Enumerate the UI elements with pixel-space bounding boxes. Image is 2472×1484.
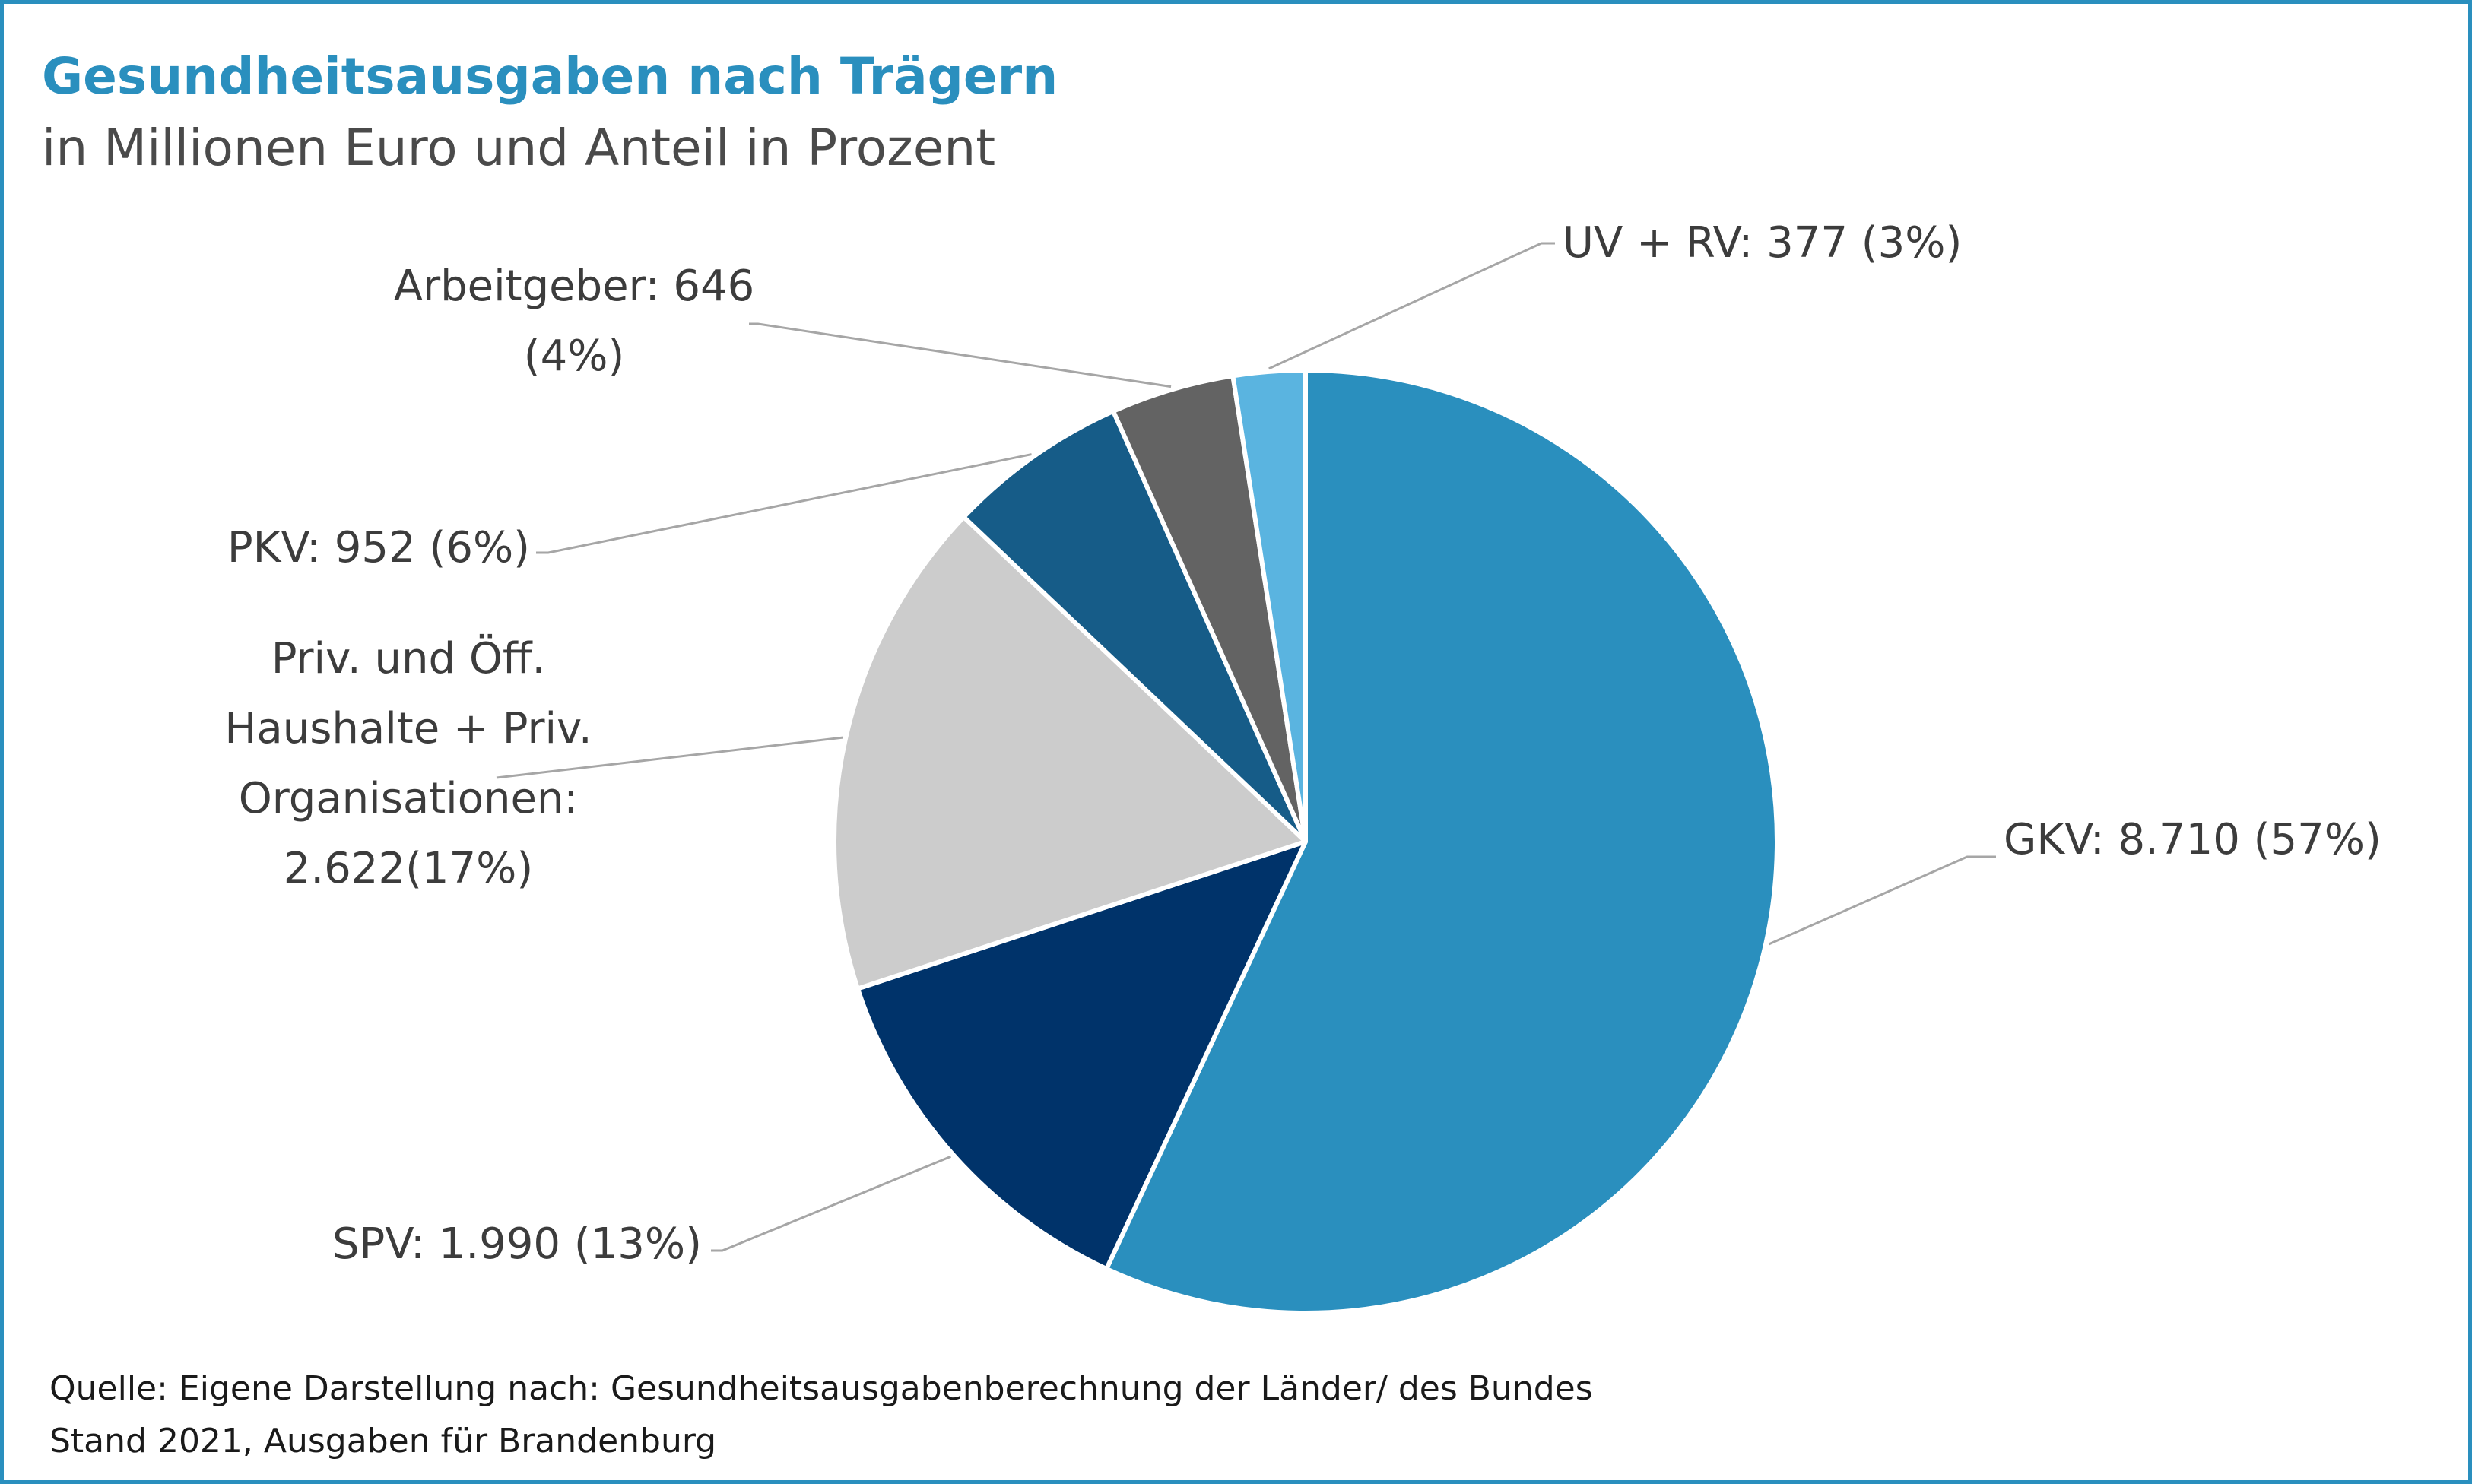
chart-subtitle: in Millionen Euro und Anteil in Prozent [42, 119, 995, 177]
pie-slice-pkv [961, 408, 1308, 844]
chart-title: Gesundheitsausgaben nach Trägern [42, 47, 1058, 106]
slice-label-uv-rv: UV + RV: 377 (3%) [1563, 218, 1962, 268]
pie-slice-uv-rv [1230, 368, 1308, 844]
source-line-1: Quelle: Eigene Darstellung nach: Gesundh… [49, 1369, 1593, 1408]
slice-label-pkv: PKV: 952 (6%) [227, 523, 530, 572]
leader-line-gkv [1768, 855, 1996, 946]
source-line-2: Stand 2021, Ausgaben für Brandenburg [49, 1422, 716, 1460]
leader-line-uv-rv [1268, 242, 1555, 370]
slice-label-priv-und-ff-haushalte-priv-organisationen: Organisationen: [239, 774, 579, 823]
leader-line-priv-und-ff-haushalte-priv-organisationen [496, 736, 843, 779]
slice-label-priv-und-ff-haushalte-priv-organisationen: Priv. und Öff. [271, 634, 546, 683]
leader-line-spv [711, 1155, 951, 1252]
pie-slice-gkv [1104, 368, 1779, 1315]
slice-label-arbeitgeber: (4%) [524, 331, 625, 381]
leader-lines [496, 242, 1996, 1252]
slice-label-priv-und-ff-haushalte-priv-organisationen: Haushalte + Priv. [224, 704, 592, 753]
slice-label-arbeitgeber: Arbeitgeber: 646 [394, 262, 754, 311]
leader-line-pkv [536, 453, 1032, 554]
slice-label-spv: SPV: 1.990 (13%) [332, 1219, 702, 1269]
slice-label-priv-und-ff-haushalte-priv-organisationen: 2.622(17%) [284, 844, 533, 893]
pie-slice-spv [855, 839, 1308, 1271]
slice-labels: GKV: 8.710 (57%) SPV: 1.990 (13%) Priv. un… [224, 218, 2381, 1269]
slice-label-gkv: GKV: 8.710 (57%) [2004, 815, 2382, 864]
pie-slice-priv-und-ff-haushalte-priv-organisationen [832, 515, 1308, 991]
pie-chart: Gesundheitsausgaben nach Trägern in Mill… [42, 47, 2382, 1460]
pie-slices [832, 368, 1779, 1315]
leader-line-arbeitgeber [749, 322, 1172, 388]
